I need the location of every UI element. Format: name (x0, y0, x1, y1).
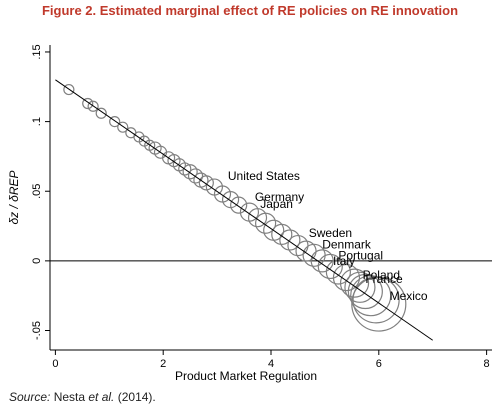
country-label: France (365, 272, 403, 286)
data-point (255, 212, 277, 234)
source-text-pre: Nesta (50, 390, 89, 404)
source-label: Source: (9, 390, 51, 404)
y-tick-label: .15 (31, 44, 43, 59)
data-point (351, 276, 407, 332)
figure-title: Figure 2. Estimated marginal effect of R… (41, 3, 459, 18)
country-label: Germany (255, 190, 304, 204)
data-point (325, 259, 351, 285)
source-note: Source: Nesta et al. (2014). (9, 390, 156, 404)
x-tick-label: 0 (52, 358, 58, 370)
data-point (347, 273, 383, 310)
data-point (332, 263, 361, 292)
country-label: Japan (260, 197, 293, 211)
plot-area: -.05 0 .05 .1 .15 0 2 4 6 8 Product Market Regulat… (7, 44, 492, 383)
data-point (247, 208, 268, 228)
x-tick-label: 4 (268, 358, 274, 370)
y-tick-label: .05 (31, 184, 43, 199)
country-label: Italy (333, 254, 355, 268)
data-point (178, 162, 192, 176)
y-tick-label: .1 (31, 117, 43, 126)
country-label: Denmark (322, 237, 372, 251)
data-point (271, 223, 293, 246)
data-point (279, 229, 301, 251)
data-point (87, 100, 99, 112)
data-point (182, 164, 198, 180)
source-text-post: (2014). (114, 390, 156, 404)
y-axis-label: δz / δREP (7, 170, 21, 224)
country-label: United States (228, 169, 300, 183)
data-point (344, 271, 376, 303)
x-tick-label: 6 (376, 358, 382, 370)
data-point (109, 115, 121, 128)
data-point (63, 83, 75, 96)
data-point (317, 253, 343, 280)
data-point (95, 107, 107, 119)
data-point (339, 268, 370, 298)
country-label: Portugal (338, 248, 383, 262)
data-point (82, 97, 94, 110)
y-tick-label: -.05 (31, 321, 43, 340)
source-text-em: et al. (88, 390, 115, 404)
country-label: Mexico (390, 289, 428, 303)
fit-line (55, 79, 433, 341)
country-label: Poland (363, 268, 400, 282)
data-point (350, 275, 392, 317)
x-axis-label: Product Market Regulation (175, 369, 317, 383)
x-tick-label: 2 (160, 358, 166, 370)
data-point (117, 121, 129, 133)
data-point (187, 168, 204, 184)
country-label: Sweden (309, 226, 352, 240)
y-tick-label: 0 (31, 258, 43, 264)
data-point (230, 196, 248, 214)
x-tick-label: 8 (484, 358, 490, 370)
